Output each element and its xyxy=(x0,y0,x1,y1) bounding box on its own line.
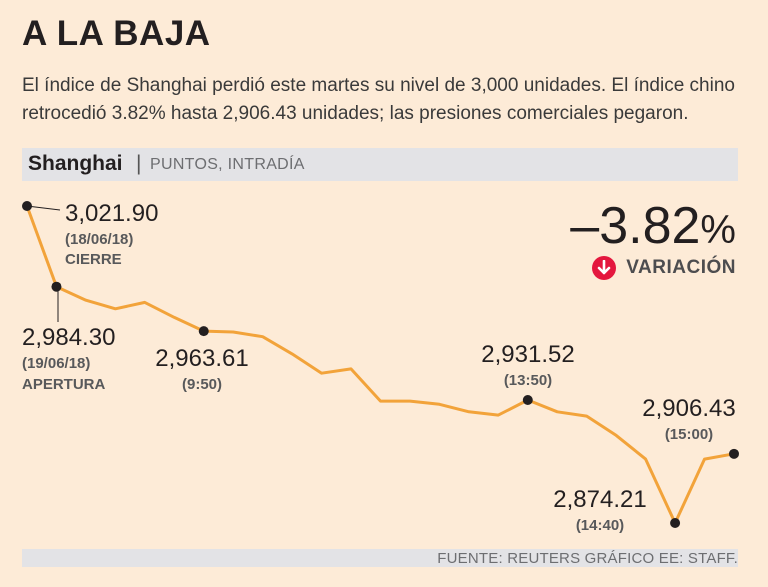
source-credit: FUENTE: REUTERS GRÁFICO EE: STAFF. xyxy=(437,550,738,567)
series-line-shanghai xyxy=(25,204,736,525)
data-point-4 xyxy=(670,518,681,528)
variation-label: VARIACIÓN xyxy=(626,257,736,278)
annotation-date-1: (19/06/18) xyxy=(22,355,90,372)
annotation-value-1: 2,984.30 xyxy=(22,324,115,351)
variation-label-row: VARIACIÓN xyxy=(592,256,736,280)
units-label: PUNTOS, INTRADÍA xyxy=(150,156,305,173)
annotation-value-3: 2,931.52 xyxy=(481,341,574,368)
annotation-tag-1: APERTURA xyxy=(22,376,106,393)
data-point-1 xyxy=(51,281,62,292)
annotation-date-4: (14:40) xyxy=(576,517,624,534)
variation-unit: % xyxy=(700,208,736,252)
variation-number: –3.82 xyxy=(570,197,701,255)
variation-value: –3.82% xyxy=(570,196,736,256)
annotation-leader-0 xyxy=(26,205,61,211)
footer-band xyxy=(22,549,738,567)
page-subtitle: El índice de Shanghai perdió este martes… xyxy=(22,75,735,124)
down-arrow-icon xyxy=(592,256,617,280)
page-title: A LA BAJA xyxy=(22,14,211,53)
data-point-0 xyxy=(22,201,32,211)
annotation-value-0: 3,021.90 xyxy=(65,200,158,227)
header-separator: | xyxy=(136,152,142,175)
annotation-date-3: (13:50) xyxy=(504,372,552,389)
data-point-2 xyxy=(198,326,209,337)
annotation-value-2: 2,963.61 xyxy=(155,345,248,372)
annotation-date-5: (15:00) xyxy=(665,426,713,443)
chart-header-band: Shanghai | PUNTOS, INTRADÍA xyxy=(22,148,738,181)
annotation-value-5: 2,906.43 xyxy=(642,395,735,422)
annotation-date-2: (9:50) xyxy=(182,376,222,393)
annotation-date-0: (18/06/18) xyxy=(65,231,133,248)
market-name: Shanghai xyxy=(28,152,123,175)
data-point-5 xyxy=(729,448,739,459)
data-point-3 xyxy=(522,394,533,405)
annotation-value-4: 2,874.21 xyxy=(553,486,646,513)
annotation-tag-0: CIERRE xyxy=(65,251,122,268)
